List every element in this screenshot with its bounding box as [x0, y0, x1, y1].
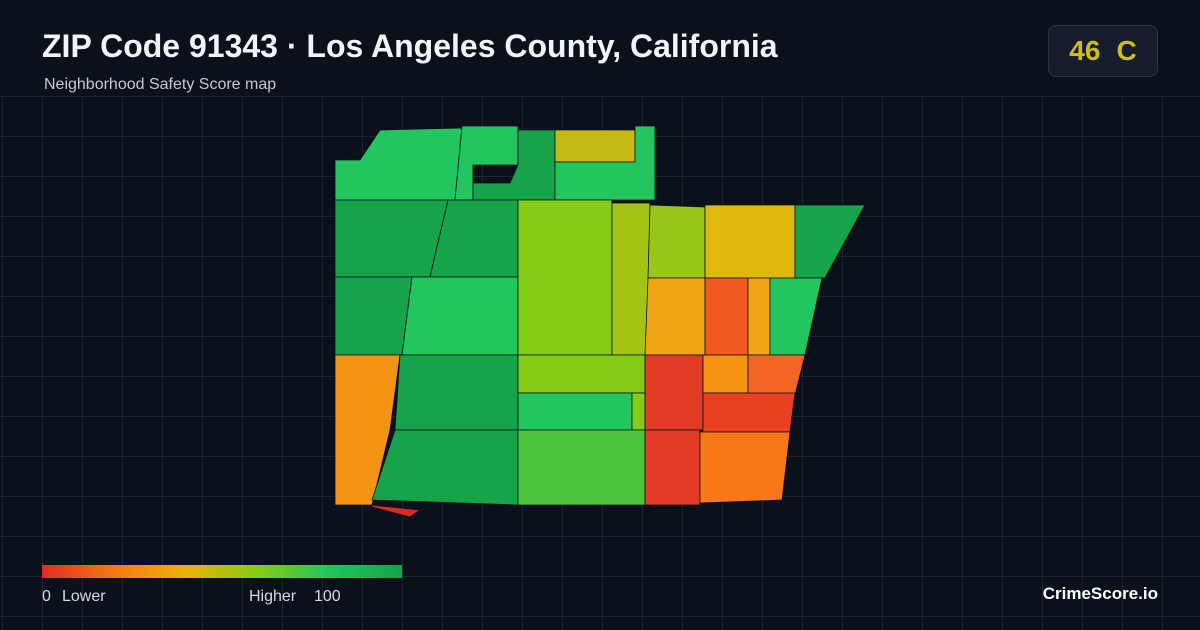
grade: C	[1116, 35, 1137, 66]
brand: CrimeScore.io	[1042, 584, 1158, 603]
legend-max: 100	[314, 588, 341, 605]
area	[554, 129, 636, 163]
legend-min-label: Lower	[62, 588, 106, 605]
area	[702, 392, 796, 433]
area	[371, 429, 519, 506]
legend-scale	[42, 565, 402, 578]
subtitle: Neighborhood Safety Score map	[44, 76, 277, 93]
area	[702, 354, 749, 394]
area	[704, 277, 749, 356]
area	[334, 354, 401, 506]
area	[699, 431, 791, 504]
area	[631, 392, 646, 431]
area	[334, 199, 449, 278]
score-badge: 46 C	[1048, 25, 1158, 77]
area	[747, 354, 806, 396]
area	[611, 202, 651, 356]
legend-max-label: Higher	[249, 588, 297, 605]
area	[644, 429, 701, 506]
area	[517, 354, 646, 394]
area	[647, 204, 706, 279]
area	[704, 204, 796, 279]
area	[644, 354, 704, 431]
area	[644, 277, 706, 356]
title: ZIP Code 91343 · Los Angeles County, Cal…	[42, 28, 778, 64]
area	[334, 127, 463, 201]
area	[747, 277, 771, 356]
area	[517, 429, 646, 506]
area	[334, 276, 413, 356]
score: 46	[1069, 35, 1101, 66]
area	[401, 276, 519, 356]
legend-min: 0	[42, 588, 51, 605]
area	[394, 354, 519, 431]
area	[794, 204, 866, 279]
area	[371, 504, 422, 518]
area	[517, 199, 613, 356]
area	[769, 277, 823, 356]
area	[517, 392, 633, 431]
